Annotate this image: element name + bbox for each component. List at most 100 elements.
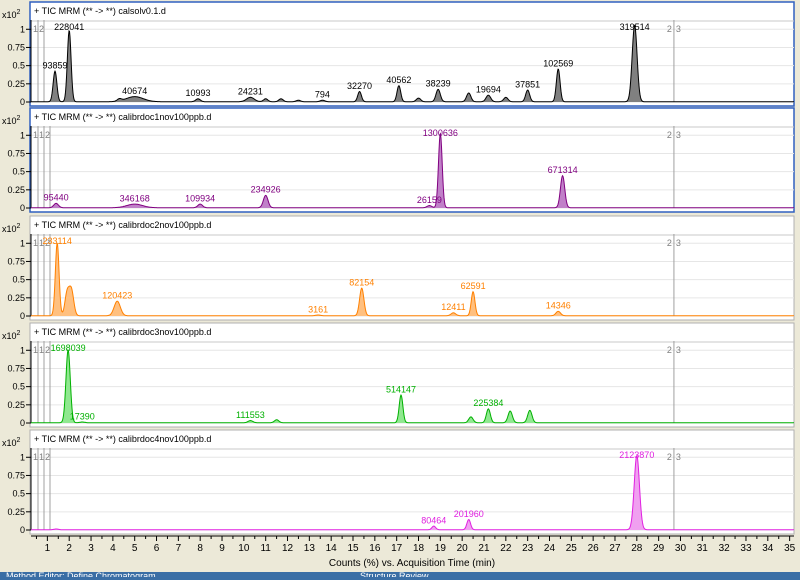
y-multiplier-exponent: 2 [17,223,21,230]
peak-label: 346168 [120,193,150,203]
peak-label: 10993 [185,88,210,98]
marker-label: 2 [45,452,50,462]
panel-title: + TIC MRM (** -> **) calsolv0.1.d [34,6,166,16]
y-tick-label: 0.5 [12,489,25,499]
y-tick-label: 0.5 [12,61,25,71]
bottom-tab-method-editor[interactable]: Method Editor: Define Chromatogram [6,571,156,577]
peak-label: 37851 [515,79,540,89]
x-tick-label: 30 [675,543,687,554]
peak-label: 671314 [548,165,578,175]
peak-label: 319514 [620,22,650,32]
peak-label: 1300636 [423,128,458,138]
x-tick-label: 23 [522,543,534,554]
marker-label: 1 [39,238,44,248]
y-multiplier-exponent: 2 [17,115,21,122]
x-tick-label: 22 [500,543,512,554]
peak-label: 109934 [185,193,215,203]
marker-label: 2 [45,238,50,248]
x-tick-label: 33 [740,543,752,554]
y-tick-label: 0.25 [7,79,25,89]
marker-label: 2 [45,345,50,355]
x-tick-label: 15 [347,543,359,554]
y-tick-label: 0.25 [7,185,25,195]
panel-title: + TIC MRM (** -> **) calibrdoc3nov100ppb… [34,327,211,337]
x-tick-label: 19 [435,543,447,554]
trace-line [31,348,794,424]
marker-label: 1 [33,345,38,355]
y-multiplier-exponent: 2 [17,437,21,444]
bottom-status-bar: Method Editor: Define Chromatogram Struc… [0,571,800,580]
marker-label: 2 [667,345,672,355]
peak-label: 12411 [441,302,465,312]
x-tick-label: 27 [609,543,621,554]
y-tick-label: 0.75 [7,256,25,266]
x-tick-label: 12 [282,543,294,554]
peak-label: 201960 [454,509,484,519]
y-tick-label: 0 [20,525,25,535]
x-tick-label: 10 [238,543,250,554]
peak-label: 24231 [238,87,263,97]
x-tick-label: 20 [457,543,469,554]
marker-label: 1 [33,452,38,462]
y-multiplier-label: x102 [2,437,21,448]
x-tick-label: 14 [326,543,338,554]
y-tick-label: 0 [20,203,25,213]
peak-label: 93859 [42,60,67,70]
peak-label: 40562 [386,75,411,85]
y-tick-label: 1 [20,130,25,140]
peak-label: 62591 [461,281,486,291]
x-tick-label: 3 [88,543,94,554]
x-tick-label: 28 [631,543,643,554]
chart-panel-3: + TIC MRM (** -> **) calibrdoc2nov100ppb… [2,215,795,321]
x-tick-label: 26 [588,543,600,554]
marker-label: 2 [667,24,672,34]
peak-label: 82154 [349,277,374,287]
y-tick-label: 1 [20,24,25,34]
trace-line [31,454,794,531]
marker-label: 3 [676,345,681,355]
marker-label: 3 [676,238,681,248]
panel-frame [29,1,795,107]
x-axis: 1 2 3 4 5 6 7 8 9 10 11 12 13 14 15 16 17 18 19 20 21 22 23 24 2… [31,535,796,569]
panel-title: + TIC MRM (** -> **) calibrdoc2nov100ppb… [34,220,211,230]
y-tick-label: 0.5 [12,382,25,392]
trace-line [31,242,794,317]
marker-label: 2 [45,130,50,140]
marker-label: 2 [667,238,672,248]
chart-panel-4: + TIC MRM (** -> **) calibrdoc3nov100ppb… [2,322,795,428]
y-tick-label: 0.75 [7,148,25,158]
y-tick-label: 0.5 [12,275,25,285]
peak-label: 38239 [426,79,451,89]
peak-label: 102569 [543,58,573,68]
x-tick-label: 2 [66,543,72,554]
peak-label: 233114 [43,236,72,246]
x-tick-label: 13 [304,543,316,554]
bottom-tab-structure-review[interactable]: Structure Review [360,571,429,577]
x-tick-label: 34 [762,543,774,554]
peak-label: 2123870 [619,450,654,460]
x-tick-label: 35 [784,543,796,554]
chart-panel-2: + TIC MRM (** -> **) calibrdoc1nov100ppb… [2,107,795,213]
peak-label: 3161 [308,304,328,314]
marker-label: 3 [676,24,681,34]
peak-label: 111553 [236,410,265,420]
y-tick-label: 0 [20,311,25,321]
y-tick-label: 0.25 [7,293,25,303]
x-tick-label: 17 [391,543,403,554]
marker-label: 1 [39,345,44,355]
y-multiplier-label: x102 [2,223,21,234]
x-tick-label: 9 [219,543,225,554]
panel-frame [29,322,795,428]
trace-line [31,24,794,103]
peak-label: 19694 [476,84,501,94]
y-multiplier-exponent: 2 [17,9,21,16]
peak-label: 228041 [54,22,84,32]
y-tick-label: 0.75 [7,42,25,52]
peak-label: 1698039 [51,343,86,353]
x-tick-label: 24 [544,543,556,554]
marker-label: 3 [676,452,681,462]
peak-label: 794 [315,90,330,100]
marker-label: 1 [39,452,44,462]
trace-line [31,132,794,209]
